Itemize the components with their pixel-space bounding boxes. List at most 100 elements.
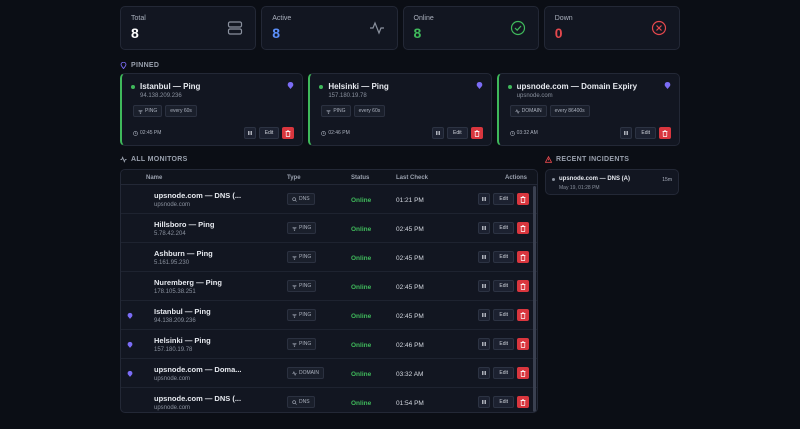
pause-button[interactable] [478, 396, 491, 408]
pause-icon [482, 197, 487, 201]
incident-ago: 15m [662, 177, 672, 183]
clock-icon [321, 130, 327, 136]
delete-button[interactable] [282, 127, 295, 139]
scrollbar[interactable] [533, 186, 536, 412]
delete-button[interactable] [517, 367, 529, 379]
monitor-host: upsnode.com [154, 202, 191, 208]
edit-button[interactable]: Edit [447, 127, 468, 139]
col-name: Name [146, 175, 163, 181]
monitor-name: upsnode.com — Doma... [154, 365, 242, 374]
wifi-icon [292, 313, 297, 318]
pause-button[interactable] [620, 127, 633, 139]
edit-button[interactable]: Edit [493, 280, 514, 292]
status-text: Online [351, 197, 372, 204]
delete-button[interactable] [658, 127, 671, 139]
pause-icon [482, 313, 487, 317]
edit-button[interactable]: Edit [493, 193, 514, 205]
delete-button[interactable] [517, 280, 529, 292]
monitor-name: upsnode.com — DNS (... [154, 191, 242, 200]
trash-icon [520, 195, 526, 203]
card-title: Helsinki — Ping [328, 82, 389, 91]
card-title: Istanbul — Ping [140, 82, 201, 91]
pin-icon[interactable] [127, 341, 133, 348]
monitors-table: Name Type Status Last Check Actions upsn… [120, 169, 538, 413]
stat-value: 8 [131, 25, 139, 41]
edit-button[interactable]: Edit [635, 127, 656, 139]
pin-icon[interactable] [127, 370, 133, 377]
incident-item[interactable]: upsnode.com — DNS (A) May 19, 01:28 PM 1… [545, 169, 679, 195]
edit-button[interactable]: Edit [258, 127, 280, 139]
table-row[interactable]: upsnode.com — DNS (... upsnode.com DNS Onli… [121, 388, 537, 412]
delete-button[interactable] [517, 193, 529, 205]
pin-icon[interactable] [287, 81, 294, 89]
delete-button[interactable] [517, 222, 529, 234]
status-text: Online [351, 226, 372, 233]
type-tag: PING [321, 105, 351, 117]
delete-button[interactable] [517, 338, 529, 350]
pause-button[interactable] [478, 222, 491, 234]
pinned-card-domain-expiry[interactable]: upsnode.com — Domain Expiry upsnode.com … [496, 73, 680, 146]
pause-icon [482, 284, 487, 288]
pin-icon[interactable] [127, 312, 133, 319]
wifi-icon [292, 342, 297, 347]
type-tag: DNS [287, 193, 315, 205]
monitor-name: Ashburn — Ping [154, 249, 213, 258]
pinned-card-istanbul[interactable]: Istanbul — Ping 94.138.209.236 PING ever… [120, 73, 304, 146]
wifi-icon [292, 284, 297, 289]
pause-button[interactable] [478, 193, 491, 205]
delete-button[interactable] [517, 251, 529, 263]
edit-button[interactable]: Edit [493, 338, 514, 350]
trash-icon [520, 253, 526, 261]
activity-icon [514, 108, 520, 114]
monitor-name: Nuremberg — Ping [154, 278, 222, 287]
trash-icon [662, 129, 668, 137]
last-check: 03:32 AM [396, 371, 424, 378]
type-tag: PING [287, 251, 317, 263]
monitor-host: upsnode.com [154, 405, 191, 411]
delete-button[interactable] [517, 396, 529, 408]
pause-button[interactable] [432, 127, 445, 139]
edit-button[interactable]: Edit [493, 222, 514, 234]
pause-button[interactable] [478, 251, 491, 263]
stats-row: Total 8 Active 8 Online 8 Down 0 [120, 6, 680, 50]
monitor-host: 157.180.19.78 [154, 347, 193, 353]
pause-button[interactable] [243, 127, 256, 139]
status-text: Online [351, 342, 372, 349]
status-text: Online [351, 284, 372, 291]
card-host: upsnode.com [516, 93, 553, 99]
edit-button[interactable]: Edit [493, 251, 514, 263]
pin-icon[interactable] [664, 81, 671, 89]
delete-button[interactable] [517, 309, 529, 321]
trash-icon [520, 369, 526, 377]
interval-tag: every 60s [353, 105, 386, 117]
last-check: 02:45 PM [396, 255, 424, 262]
table-row[interactable]: upsnode.com — DNS (... upsnode.com DNS Onli… [121, 185, 537, 214]
pause-icon [624, 131, 629, 135]
pinned-cards: Istanbul — Ping 94.138.209.236 PING ever… [120, 73, 680, 146]
last-check: 02:45 PM [396, 226, 424, 233]
trash-icon [474, 129, 480, 137]
monitor-host: 178.105.38.251 [154, 289, 196, 295]
pinned-card-helsinki[interactable]: Helsinki — Ping 157.180.19.78 PING every… [308, 73, 492, 146]
table-row[interactable]: Helsinki — Ping 157.180.19.78 PING Online 02… [121, 330, 537, 359]
interval-tag: every 86400s [549, 105, 590, 117]
delete-button[interactable] [470, 127, 483, 139]
pin-icon[interactable] [476, 81, 483, 89]
table-row[interactable]: upsnode.com — Doma... upsnode.com DOMAIN On… [121, 359, 537, 388]
edit-button[interactable]: Edit [493, 367, 514, 379]
table-row[interactable]: Istanbul — Ping 94.138.209.236 PING Online 0… [121, 301, 537, 330]
pause-button[interactable] [478, 338, 491, 350]
pause-button[interactable] [478, 367, 491, 379]
pause-button[interactable] [478, 280, 491, 292]
pause-icon [247, 131, 252, 135]
edit-button[interactable]: Edit [493, 396, 514, 408]
table-row[interactable]: Hillsboro — Ping 5.78.42.204 PING Online 02:… [121, 214, 537, 243]
pinned-heading-label: PINNED [131, 62, 160, 69]
table-row[interactable]: Ashburn — Ping 5.161.95.230 PING Online 02:4… [121, 243, 537, 272]
table-row[interactable]: Nuremberg — Ping 178.105.38.251 PING Online… [121, 272, 537, 301]
trash-icon [520, 340, 526, 348]
stat-label: Active [272, 15, 292, 22]
edit-button[interactable]: Edit [493, 309, 514, 321]
x-circle-icon [651, 20, 667, 36]
pause-button[interactable] [478, 309, 491, 321]
